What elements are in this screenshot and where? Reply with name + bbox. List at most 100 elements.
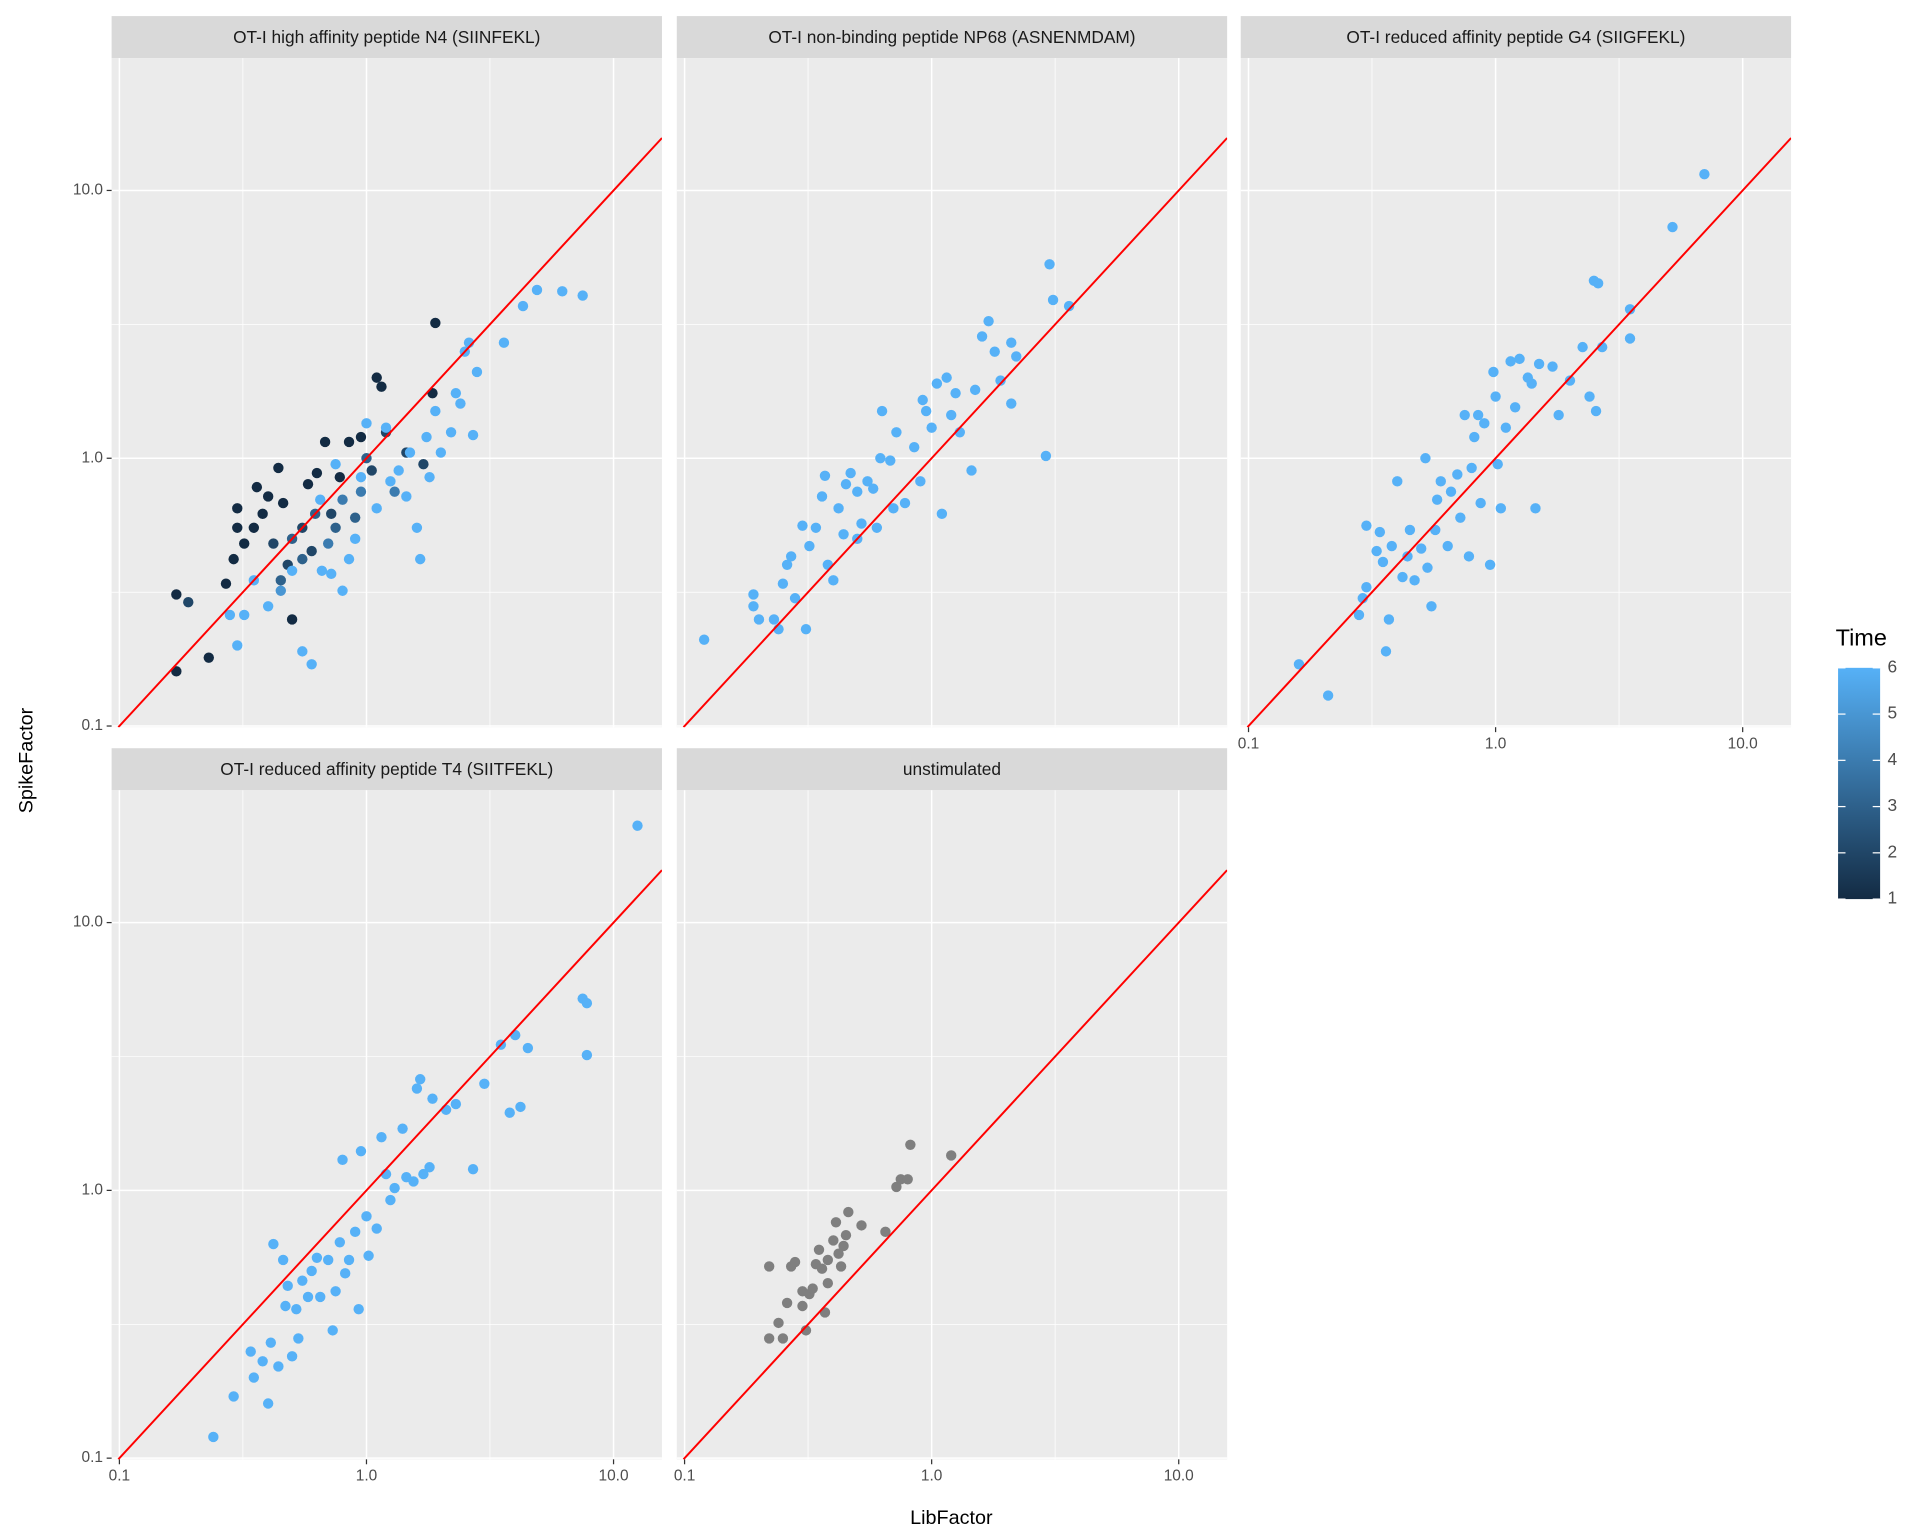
point [337,585,348,596]
point [833,1248,844,1259]
x-tick-label: 0.1 [109,1468,130,1485]
point [899,497,911,509]
point [337,494,348,505]
point [334,1237,346,1248]
point [781,1297,793,1309]
point [498,337,510,348]
point [989,346,1000,357]
point [376,381,387,392]
point [1380,646,1392,657]
point [1386,540,1397,552]
point [816,1263,828,1274]
point [581,998,593,1009]
point [286,1351,298,1362]
point [946,1150,957,1161]
x-tick-label: 1.0 [356,1468,377,1485]
point [297,1275,308,1286]
point [371,372,382,383]
x-tick-label: 0.1 [674,1468,695,1485]
point [885,455,896,466]
point [632,820,643,831]
point [915,476,926,487]
point [385,476,396,487]
point [1420,453,1431,464]
point [748,589,759,600]
strip-title: OT-I non-binding peptide NP68 (ASNENMDAM… [768,27,1135,47]
point [430,317,441,329]
point [577,290,588,301]
strip [676,748,1228,791]
point [330,459,341,470]
point [1624,333,1636,344]
strip [676,16,1228,59]
point [517,300,529,312]
point [334,471,346,483]
legend-title: Time [1836,625,1887,651]
point [421,431,432,443]
point [926,422,937,433]
y-tick-label: 10.0 [73,182,103,199]
point [224,609,236,621]
point [404,447,416,458]
point [822,1254,834,1266]
point [286,614,298,625]
point [326,508,337,520]
point [1459,409,1470,421]
point [302,478,314,490]
point [408,1176,419,1187]
point [280,1300,291,1312]
point [931,378,943,389]
point [1492,459,1503,470]
point [330,1286,341,1297]
point [768,614,780,625]
point [450,1098,462,1110]
point [277,1254,289,1266]
point [282,1280,293,1292]
point [380,422,392,433]
point [515,1101,526,1113]
point [797,520,808,531]
point [248,522,260,533]
point [349,512,361,523]
point [950,387,961,399]
point [349,1226,361,1238]
x-axis-title: LibFactor [910,1507,993,1529]
panel-background [676,790,1228,1460]
point [326,568,337,580]
point [1590,405,1602,417]
point [323,538,334,549]
x-tick-label: 10.0 [1728,736,1758,753]
colorbar [1838,667,1881,900]
point [1006,398,1017,409]
point [838,1240,849,1252]
strip [111,748,662,791]
point [1479,418,1490,429]
point [291,1303,302,1315]
point [306,545,317,557]
point [262,491,274,502]
point [355,1146,367,1157]
point [467,1163,479,1175]
point [389,1182,400,1194]
point [871,522,883,533]
point [343,553,355,565]
point [427,1093,438,1104]
point [257,1356,268,1367]
point [306,659,317,670]
point [445,427,457,438]
point [228,1391,239,1402]
panel-background [1240,58,1792,728]
point [415,553,426,565]
point [471,366,483,378]
point [862,476,873,487]
point [424,1162,435,1173]
point [397,1123,408,1134]
point [1426,601,1437,612]
point [411,522,423,533]
point [876,405,888,417]
point [424,471,435,483]
colorbar-label: 3 [1888,795,1898,815]
point [1553,409,1564,421]
reference-line [1246,137,1792,728]
point [430,405,441,417]
